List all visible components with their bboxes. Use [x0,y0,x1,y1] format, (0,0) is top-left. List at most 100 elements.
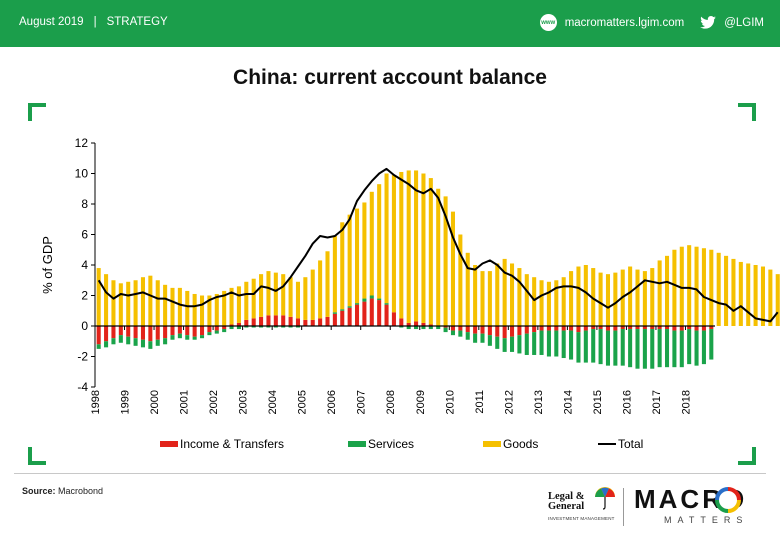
bar-goods [635,269,640,326]
bar-income-transfers [628,326,633,330]
bar-services [251,326,256,328]
header-bar: August 2019 | STRATEGY www macromatters.lg… [0,0,780,47]
bar-income-transfers [613,326,618,331]
bar-services [229,326,234,330]
bar-services [244,326,249,328]
bar-goods [140,277,146,326]
source-note: Source: Macrobond [22,486,103,496]
frame-corner-bottom-right [738,447,756,465]
bar-income-transfers [126,326,131,337]
bar-goods [487,271,492,326]
bar-income-transfers [384,304,389,326]
bar-goods [332,236,337,313]
y-tick-label: -2 [77,350,88,364]
bar-services [428,326,433,330]
bar-goods [163,284,168,326]
bar-income-transfers [591,326,596,330]
bar-goods [738,261,743,326]
bar-goods [672,249,677,326]
legend-label: Services [368,437,414,451]
bar-services [185,335,190,340]
x-tick-label: 2015 [592,390,604,414]
bar-services [664,329,670,368]
bar-goods [716,252,721,326]
bar-goods [775,274,780,326]
legal-general-logo: Legal & General INVESTMENT MANAGEMENT [548,484,618,528]
bar-services [266,326,271,328]
bar-income-transfers [524,326,529,334]
frame-corner-top-left [28,103,46,121]
bar-goods [546,281,551,326]
bar-income-transfers [443,326,448,328]
bar-income-transfers [495,326,500,337]
bar-goods [199,295,205,326]
current-account-chart: -4 -2 0 2 4 6 8 10 12 % of GDP 1998 1999 2000 2001 200… [40,136,780,451]
twitter-icon[interactable] [700,16,717,29]
bar-goods [104,274,109,326]
bar-services [377,298,382,301]
bar-services [687,329,692,365]
bar-services [709,329,714,360]
bar-goods [325,251,330,317]
x-tick-label: 2005 [297,390,309,414]
bar-services [222,329,227,333]
bar-goods [111,280,116,326]
bar-goods [251,278,256,319]
bar-services [480,333,485,343]
footer-divider [14,473,766,474]
bar-services [288,326,293,328]
x-tick-label: 2018 [680,390,692,414]
bar-services [384,303,389,305]
bar-income-transfers [391,312,396,326]
bar-goods [414,170,419,322]
bar-income-transfers [310,319,315,326]
bar-income-transfers [155,326,160,340]
bar-income-transfers [583,326,588,331]
bar-goods [605,274,611,326]
bar-services [694,330,699,366]
bar-services [613,330,618,366]
bar-services [628,329,633,368]
website-link[interactable]: macromatters.lgim.com [564,16,685,29]
bar-goods [746,263,751,326]
bar-services [620,329,625,366]
bar-goods [428,178,433,325]
bar-services [96,344,101,349]
bar-income-transfers [487,326,492,336]
twitter-handle[interactable]: @LGIM [724,16,764,29]
x-tick-label: 2016 [621,390,633,414]
bar-goods [539,280,544,326]
logo-subtext: INVESTMENT MANAGEMENT [548,516,615,521]
y-tick-label: 4 [81,258,88,272]
bar-income-transfers [111,326,116,339]
bar-income-transfers [576,326,581,333]
bar-goods [384,173,389,304]
bar-services [598,329,603,365]
bar-income-transfers [354,304,360,326]
bar-services [347,306,352,308]
bar-income-transfers [473,326,478,334]
bar-income-transfers [377,300,382,326]
bar-goods [569,271,574,326]
bar-goods [362,202,367,299]
bar-services [561,330,566,359]
bar-income-transfers [694,326,699,331]
bar-income-transfers [517,326,522,336]
bar-goods [679,246,684,326]
legend-label: Goods [503,437,538,451]
x-tick-label: 1999 [120,390,132,414]
bar-income-transfers [687,326,692,330]
bar-services [546,330,551,357]
bar-income-transfers [273,315,278,326]
x-tick-label: 2002 [208,390,220,414]
bar-services [214,330,219,334]
bar-services [657,329,662,368]
x-tick-label: 2000 [149,390,161,414]
bar-services [133,338,138,346]
bar-income-transfers [133,326,138,339]
bar-services [495,336,500,349]
bar-services [576,332,581,363]
bar-goods [244,281,249,320]
frame-corner-bottom-left [28,447,46,465]
bar-goods [532,277,537,326]
